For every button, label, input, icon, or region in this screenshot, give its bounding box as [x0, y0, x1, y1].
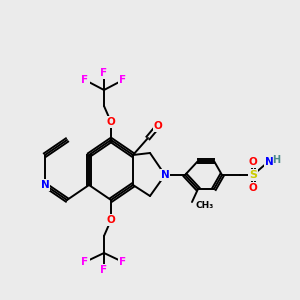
Text: S: S: [249, 170, 257, 180]
Text: N: N: [160, 170, 169, 180]
Text: O: O: [154, 121, 162, 131]
Text: O: O: [249, 157, 257, 167]
Text: N: N: [40, 180, 50, 190]
Text: CH₃: CH₃: [196, 200, 214, 209]
Text: H: H: [272, 155, 280, 165]
Text: O: O: [106, 215, 116, 225]
Text: N: N: [265, 157, 273, 167]
Text: F: F: [100, 265, 108, 275]
Text: F: F: [100, 68, 108, 78]
Text: F: F: [81, 257, 88, 267]
Text: F: F: [119, 75, 127, 85]
Text: F: F: [119, 257, 127, 267]
Text: F: F: [81, 75, 88, 85]
Text: O: O: [249, 183, 257, 193]
Text: O: O: [106, 117, 116, 127]
